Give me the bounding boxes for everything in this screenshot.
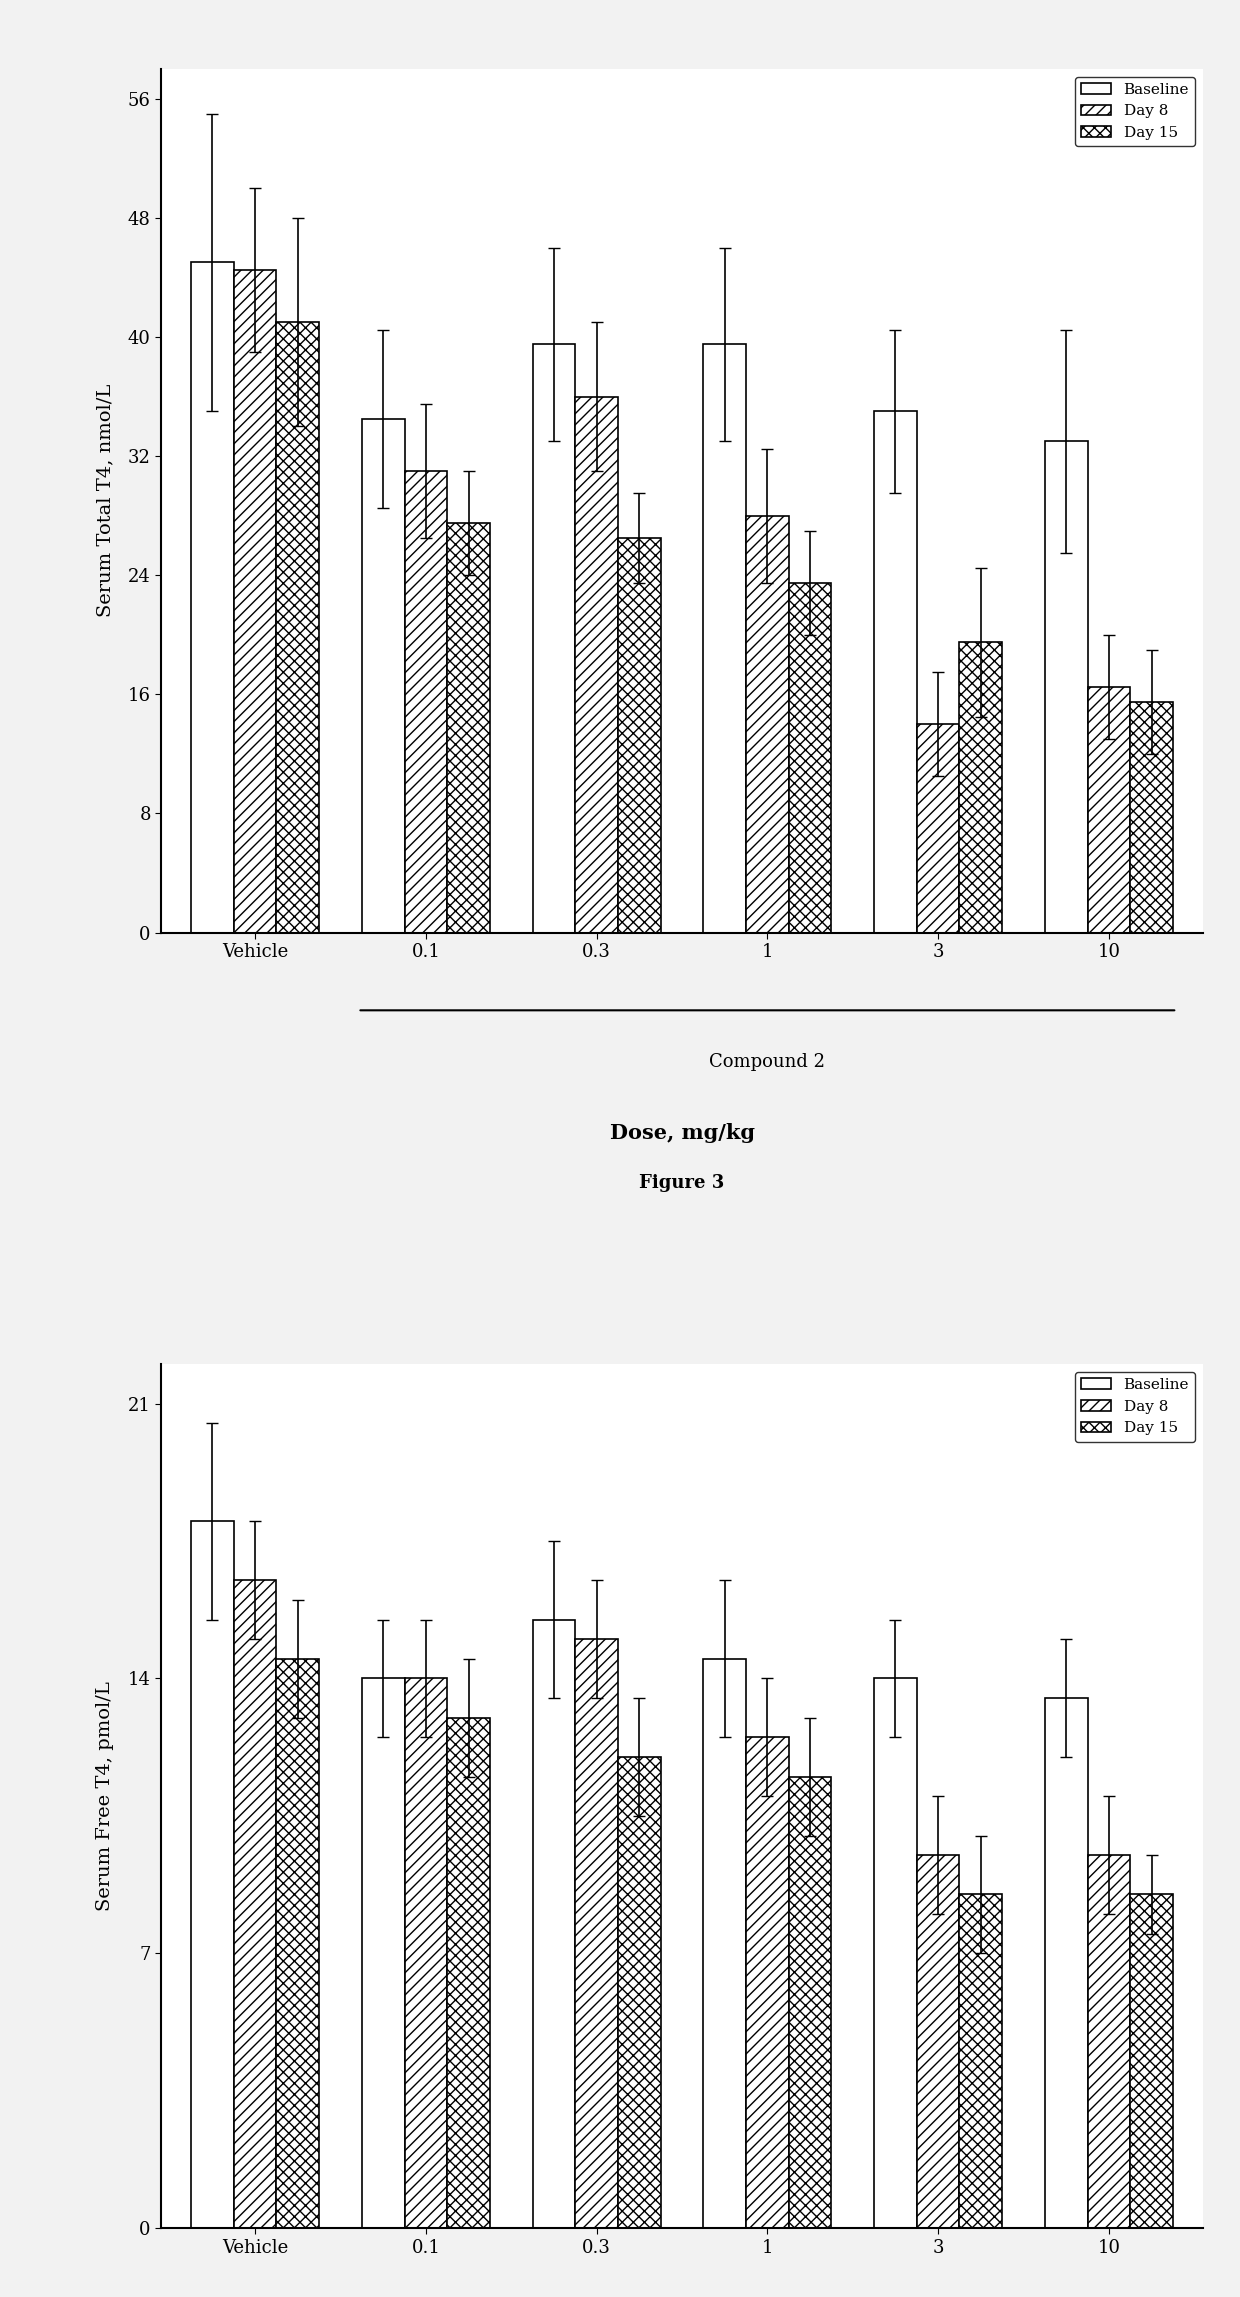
Bar	[1130, 703, 1173, 933]
Bar	[533, 1619, 575, 2228]
Bar	[789, 583, 831, 933]
Text: Dose, mg/kg: Dose, mg/kg	[610, 1123, 754, 1142]
Bar	[277, 322, 319, 933]
Legend: Baseline, Day 8, Day 15: Baseline, Day 8, Day 15	[1075, 1371, 1195, 1443]
Bar	[960, 1895, 1002, 2228]
Bar	[234, 1580, 277, 2228]
Bar	[703, 345, 746, 933]
Bar	[1087, 1856, 1130, 2228]
Legend: Baseline, Day 8, Day 15: Baseline, Day 8, Day 15	[1075, 76, 1195, 147]
Bar	[1087, 687, 1130, 933]
Text: Figure 3: Figure 3	[640, 1174, 724, 1192]
Bar	[746, 515, 789, 933]
Bar	[404, 471, 448, 933]
Bar	[703, 1658, 746, 2228]
Bar	[533, 345, 575, 933]
Bar	[404, 1679, 448, 2228]
Bar	[618, 1757, 661, 2228]
Bar	[618, 537, 661, 933]
Bar	[916, 724, 960, 933]
Y-axis label: Serum Free T4, pmol/L: Serum Free T4, pmol/L	[95, 1681, 114, 1911]
Bar	[874, 411, 916, 933]
Bar	[191, 1521, 234, 2228]
Y-axis label: Serum Total T4, nmol/L: Serum Total T4, nmol/L	[95, 384, 114, 618]
Bar	[746, 1737, 789, 2228]
Bar	[1130, 1895, 1173, 2228]
Bar	[234, 271, 277, 933]
Bar	[874, 1679, 916, 2228]
Bar	[575, 1640, 618, 2228]
Bar	[191, 262, 234, 933]
Bar	[1045, 441, 1087, 933]
Bar	[448, 1718, 490, 2228]
Bar	[916, 1856, 960, 2228]
Text: Compound 2: Compound 2	[709, 1054, 826, 1070]
Bar	[960, 643, 1002, 933]
Bar	[277, 1658, 319, 2228]
Bar	[575, 397, 618, 933]
Bar	[448, 524, 490, 933]
Bar	[362, 1679, 404, 2228]
Bar	[789, 1776, 831, 2228]
Bar	[362, 418, 404, 933]
Bar	[1045, 1697, 1087, 2228]
